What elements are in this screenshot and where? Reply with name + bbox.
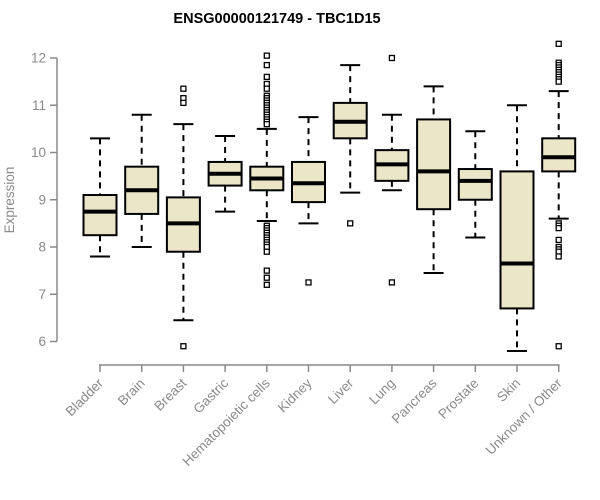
x-tick-label-brain: Brain bbox=[115, 376, 148, 409]
outlier-point bbox=[555, 78, 562, 85]
x-tick-label-prostate: Prostate bbox=[435, 376, 481, 422]
chart-title: ENSG00000121749 - TBC1D15 bbox=[173, 11, 380, 27]
y-tick-label: 12 bbox=[31, 51, 46, 66]
outlier-point bbox=[263, 274, 270, 281]
y-tick-label: 11 bbox=[32, 98, 46, 113]
outlier-point bbox=[263, 85, 270, 92]
outlier-point bbox=[263, 73, 270, 81]
x-tick-label-unknown-other: Unknown / Other bbox=[483, 375, 566, 458]
outlier-point bbox=[555, 343, 562, 350]
x-tick-label-kidney: Kidney bbox=[275, 375, 315, 415]
outlier-point bbox=[555, 40, 562, 47]
boxplot-breast bbox=[165, 85, 201, 350]
outlier-point bbox=[555, 236, 562, 244]
outlier-point bbox=[180, 85, 187, 92]
boxplot-unknown-other bbox=[541, 40, 577, 350]
outlier-point bbox=[180, 99, 187, 107]
y-tick-label: 6 bbox=[38, 334, 46, 349]
x-tick-label-liver: Liver bbox=[325, 375, 357, 407]
boxplot-pancreas bbox=[416, 85, 452, 274]
x-tick-label-pancreas: Pancreas bbox=[389, 375, 440, 426]
outlier-point bbox=[263, 121, 270, 128]
boxplot-brain bbox=[124, 113, 160, 248]
boxplot-lung bbox=[374, 54, 410, 286]
outlier-point bbox=[263, 52, 270, 59]
outlier-point bbox=[305, 279, 312, 286]
outlier-point bbox=[263, 61, 270, 69]
outlier-point bbox=[555, 253, 562, 260]
y-tick-label: 8 bbox=[38, 240, 46, 255]
iqr-box bbox=[82, 194, 118, 237]
iqr-box bbox=[416, 118, 452, 211]
outlier-point bbox=[347, 220, 354, 227]
iqr-box bbox=[541, 137, 577, 173]
y-tick-label: 10 bbox=[31, 145, 46, 160]
boxplot-skin bbox=[499, 104, 535, 352]
y-axis-label: Expression bbox=[2, 167, 17, 234]
boxplot-liver bbox=[332, 64, 368, 227]
outlier-point bbox=[263, 281, 270, 288]
y-tick-label: 9 bbox=[38, 192, 46, 207]
x-tick-label-gastric: Gastric bbox=[190, 375, 231, 416]
outlier-point bbox=[388, 54, 396, 62]
y-tick-label: 7 bbox=[38, 287, 46, 302]
x-tick-label-breast: Breast bbox=[151, 375, 189, 413]
boxplot-gastric bbox=[207, 134, 243, 213]
boxplot-hematopoietic-cells bbox=[249, 52, 285, 288]
boxplot-prostate bbox=[457, 130, 493, 239]
boxplot-kidney bbox=[291, 116, 326, 286]
outlier-point bbox=[555, 224, 562, 232]
x-tick-label-lung: Lung bbox=[366, 376, 398, 408]
x-tick-label-skin: Skin bbox=[494, 376, 523, 405]
iqr-box bbox=[457, 168, 493, 201]
x-tick-label-bladder: Bladder bbox=[63, 375, 107, 419]
outlier-point bbox=[180, 343, 187, 350]
iqr-box bbox=[499, 170, 535, 310]
outlier-point bbox=[263, 267, 270, 274]
outlier-point bbox=[263, 248, 270, 255]
outlier-point bbox=[388, 279, 396, 286]
boxplot-bladder bbox=[82, 137, 118, 258]
